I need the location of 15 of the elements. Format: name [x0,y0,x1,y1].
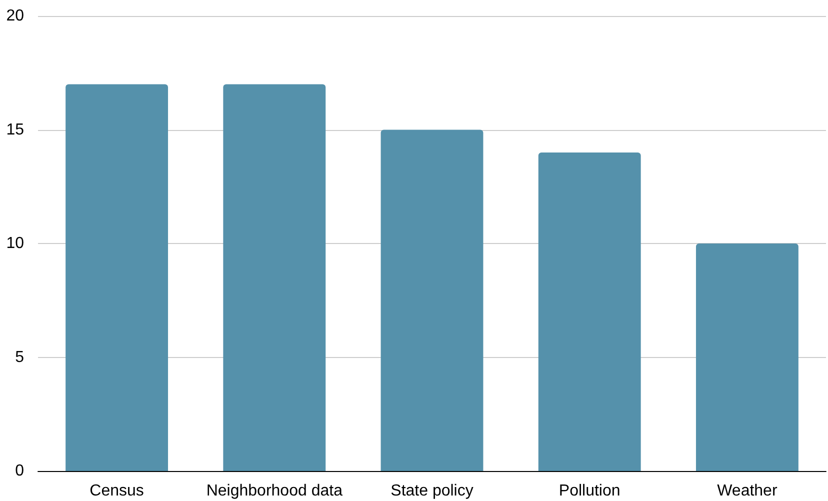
y-tick-label: 10 [6,235,24,252]
bar [538,152,641,471]
x-tick-label: Weather [717,482,778,500]
y-tick-label: 20 [6,8,24,24]
x-tick-label: Census [90,482,144,500]
y-tick-label: 0 [15,462,24,480]
y-tick-label: 15 [6,121,24,138]
bar [696,244,798,471]
x-tick-label: Neighborhood data [206,482,343,500]
bar [66,84,168,471]
y-tick-label: 5 [15,348,24,366]
bar [380,130,484,471]
x-tick-label: Pollution [558,482,620,500]
bar [223,84,326,471]
x-tick-label: State policy [390,482,474,500]
